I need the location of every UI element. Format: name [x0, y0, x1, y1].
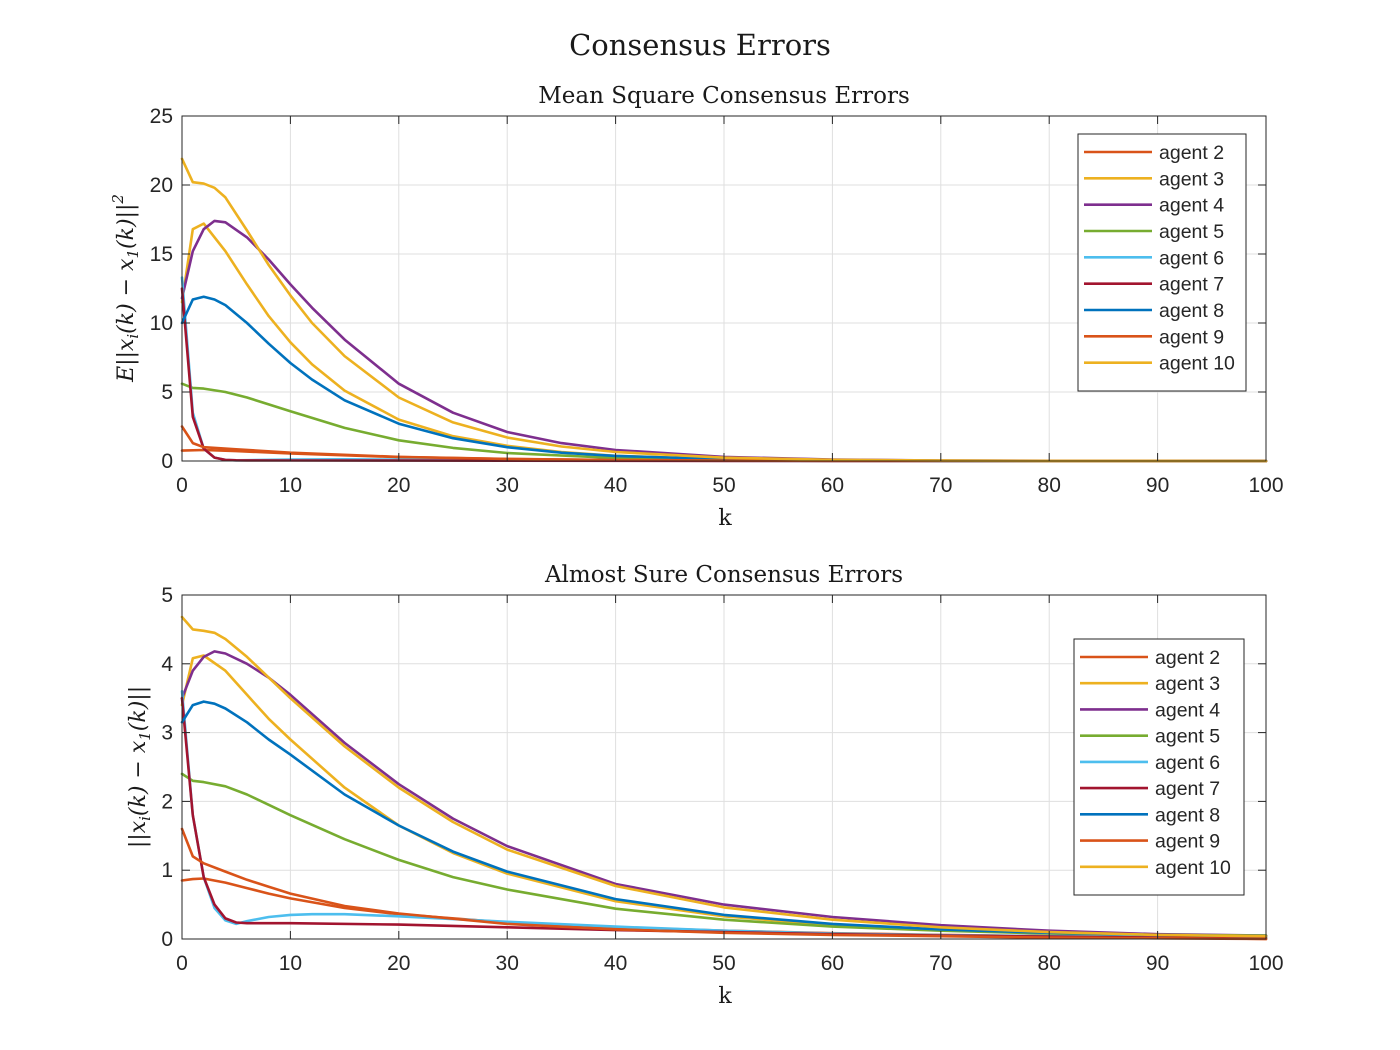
figure-title: Consensus Errors: [569, 28, 831, 62]
svg-text:||xi(k) − x1(k)||: ||xi(k) − x1(k)||: [126, 686, 154, 848]
y-tick-label: 4: [161, 653, 173, 676]
x-tick-label: 0: [176, 474, 188, 497]
y-tick-label: 0: [161, 928, 173, 951]
x-tick-label: 90: [1146, 474, 1169, 497]
series-line-agent-8: [180, 700, 1268, 938]
legend-label: agent 3: [1159, 168, 1224, 190]
x-tick-label: 0: [176, 952, 188, 975]
y-tick-label: 5: [161, 584, 173, 607]
legend-label: agent 8: [1155, 804, 1220, 826]
y-axis-label: E||xi(k) − x1(k)||2: [109, 194, 142, 383]
x-tick-label: 60: [821, 474, 844, 497]
x-tick-label: 70: [929, 952, 952, 975]
legend-label: agent 7: [1155, 778, 1220, 800]
legend-label: agent 9: [1155, 831, 1220, 853]
legend-label: agent 2: [1159, 142, 1224, 164]
plot-title: Mean Square Consensus Errors: [538, 83, 910, 109]
x-axis-label: k: [718, 506, 732, 531]
series-line-agent-10: [180, 157, 1268, 463]
x-tick-label: 90: [1146, 952, 1169, 975]
legend-label: agent 9: [1159, 326, 1224, 348]
y-axis-label: ||xi(k) − x1(k)||: [126, 686, 154, 848]
x-tick-label: 40: [604, 952, 627, 975]
legend-label: agent 8: [1159, 300, 1224, 322]
x-tick-label: 30: [496, 952, 519, 975]
y-tick-label: 1: [161, 859, 173, 882]
mean-square-plot: Mean Square Consensus Errors k E||xi(k) …: [109, 83, 1284, 531]
x-tick-label: 20: [387, 952, 410, 975]
y-tick-label: 3: [161, 722, 173, 745]
series-line-agent-4: [180, 650, 1268, 937]
legend: agent 2 agent 3 agent 4 agent 5 agent 6 agent…: [1077, 133, 1247, 392]
legend-box: [1073, 638, 1245, 896]
y-tick-label: 0: [161, 450, 173, 473]
svg-text:E||xi(k) − x1(k)||2: E||xi(k) − x1(k)||2: [109, 194, 142, 383]
y-tick-label: 10: [150, 312, 173, 335]
x-tick-label: 80: [1038, 474, 1061, 497]
x-tick-label: 50: [712, 952, 735, 975]
x-tick-label: 10: [279, 474, 302, 497]
x-tick-label: 60: [821, 952, 844, 975]
legend-label: agent 6: [1155, 752, 1220, 774]
y-tick-label: 20: [150, 174, 173, 197]
x-tick-label: 10: [279, 952, 302, 975]
legend-label: agent 5: [1159, 221, 1224, 243]
x-tick-label: 100: [1248, 474, 1283, 497]
series-line-agent-10: [180, 615, 1268, 938]
y-tick-label: 15: [150, 243, 173, 266]
x-axis-label: k: [718, 984, 732, 1009]
legend-label: agent 3: [1155, 673, 1220, 695]
legend-box: [1077, 133, 1247, 392]
x-tick-label: 40: [604, 474, 627, 497]
x-tick-label: 70: [929, 474, 952, 497]
legend: agent 2 agent 3 agent 4 agent 5 agent 6 agent…: [1073, 638, 1245, 896]
almost-sure-plot: Almost Sure Consensus Errors k ||xi(k) −…: [126, 562, 1284, 1009]
legend-label: agent 10: [1155, 857, 1231, 879]
legend-label: agent 5: [1155, 726, 1220, 748]
x-tick-label: 100: [1248, 952, 1283, 975]
legend-label: agent 7: [1159, 274, 1224, 296]
x-tick-label: 30: [496, 474, 519, 497]
legend-label: agent 4: [1155, 699, 1220, 721]
y-tick-label: 5: [161, 381, 173, 404]
legend-label: agent 2: [1155, 647, 1220, 669]
plot-title: Almost Sure Consensus Errors: [544, 562, 903, 588]
x-tick-label: 20: [387, 474, 410, 497]
y-tick-label: 25: [150, 105, 173, 128]
y-tick-label: 2: [161, 790, 173, 813]
legend-label: agent 6: [1159, 247, 1224, 269]
series-line-agent-9: [180, 827, 1268, 941]
legend-label: agent 10: [1159, 353, 1235, 375]
x-tick-label: 80: [1038, 952, 1061, 975]
legend-label: agent 4: [1159, 195, 1224, 217]
series-lines: [180, 615, 1268, 941]
x-tick-label: 50: [712, 474, 735, 497]
